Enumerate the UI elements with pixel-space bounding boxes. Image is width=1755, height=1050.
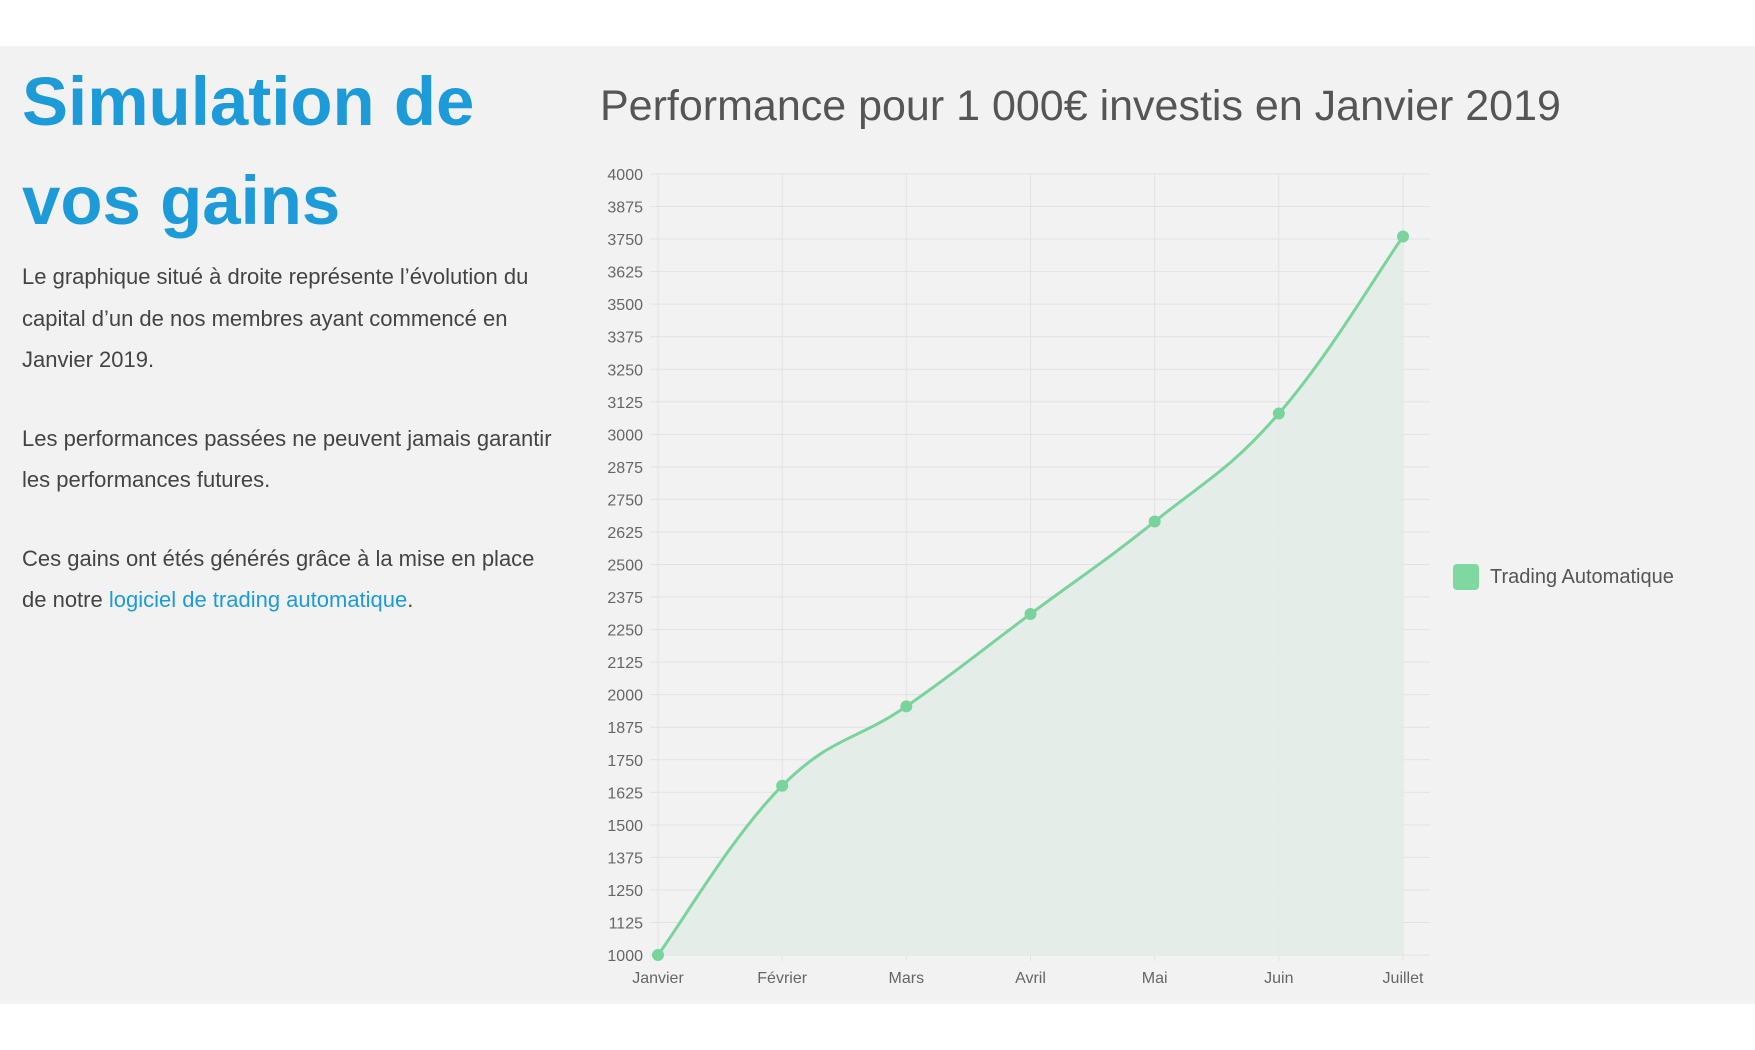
y-tick-label: 2000 bbox=[607, 688, 643, 705]
y-tick-label: 2625 bbox=[607, 525, 643, 542]
section-title-line1: Simulation de bbox=[22, 63, 475, 140]
software-paragraph: Ces gains ont étés générés grâce à la mi… bbox=[22, 538, 562, 621]
legend-label: Trading Automatique bbox=[1490, 565, 1674, 588]
y-tick-label: 1250 bbox=[607, 883, 643, 900]
y-tick-label: 1875 bbox=[607, 720, 643, 737]
x-axis-labels: Janvier Février Mars Avril Mai Juin Juillet bbox=[632, 970, 1424, 987]
x-tick-label: Juin bbox=[1264, 970, 1293, 987]
data-point[interactable] bbox=[900, 700, 913, 713]
y-tick-label: 4000 bbox=[607, 167, 643, 184]
y-tick-label: 3375 bbox=[607, 330, 643, 347]
y-tick-label: 3250 bbox=[607, 362, 643, 379]
chart-title: Performance pour 1 000€ investis en Janv… bbox=[600, 82, 1561, 130]
trading-software-link[interactable]: logiciel de trading automatique bbox=[108, 587, 408, 612]
x-tick-label: Février bbox=[757, 970, 807, 987]
y-tick-label: 2500 bbox=[607, 558, 643, 575]
y-tick-label: 2875 bbox=[607, 460, 643, 477]
y-tick-label: 3875 bbox=[607, 200, 643, 217]
data-point[interactable] bbox=[1272, 407, 1285, 420]
y-tick-label: 2250 bbox=[607, 623, 643, 640]
data-point[interactable] bbox=[1397, 230, 1409, 243]
y-tick-label: 2750 bbox=[607, 492, 643, 509]
section-title: Simulation de vos gains bbox=[22, 52, 562, 250]
y-tick-label: 3625 bbox=[607, 265, 643, 282]
x-tick-label: Avril bbox=[1015, 970, 1046, 987]
chart-legend[interactable]: Trading Automatique bbox=[1453, 564, 1674, 590]
software-text-before: Ces gains ont étés générés grâce à la mi… bbox=[22, 545, 535, 613]
x-tick-label: Mars bbox=[889, 970, 925, 987]
y-tick-label: 1750 bbox=[607, 753, 643, 770]
y-tick-label: 2375 bbox=[607, 590, 643, 607]
y-tick-label: 2125 bbox=[607, 655, 643, 672]
software-text-after: . bbox=[407, 587, 414, 612]
y-tick-label: 1000 bbox=[607, 948, 643, 965]
x-tick-label: Janvier bbox=[632, 970, 684, 987]
intro-column: Simulation de vos gains Le graphique sit… bbox=[22, 52, 562, 658]
y-tick-label: 3750 bbox=[607, 232, 643, 249]
series-area bbox=[658, 236, 1403, 956]
x-tick-label: Juillet bbox=[1383, 970, 1424, 987]
intro-paragraph: Le graphique situé à droite représente l… bbox=[22, 264, 529, 372]
y-tick-label: 3500 bbox=[607, 297, 643, 314]
y-tick-label: 1125 bbox=[609, 915, 644, 932]
y-tick-label: 1375 bbox=[607, 850, 643, 867]
section-title-line2: vos gains bbox=[22, 162, 341, 239]
data-point[interactable] bbox=[652, 949, 664, 961]
data-point[interactable] bbox=[776, 779, 789, 792]
legend-swatch bbox=[1453, 564, 1479, 590]
y-tick-label: 1625 bbox=[607, 785, 643, 802]
chart-points-layer bbox=[652, 230, 1409, 961]
y-tick-label: 1500 bbox=[607, 818, 643, 835]
disclaimer-paragraph: Les performances passées ne peuvent jama… bbox=[22, 425, 552, 493]
y-axis-labels: 1000 1125 1250 1375 1500 1625 1750 1875 2000 2125… bbox=[607, 167, 643, 965]
data-point[interactable] bbox=[1024, 607, 1037, 620]
data-point[interactable] bbox=[1148, 515, 1161, 528]
y-tick-label: 3000 bbox=[607, 427, 643, 444]
x-tick-label: Mai bbox=[1142, 970, 1168, 987]
y-tick-label: 3125 bbox=[607, 395, 643, 412]
